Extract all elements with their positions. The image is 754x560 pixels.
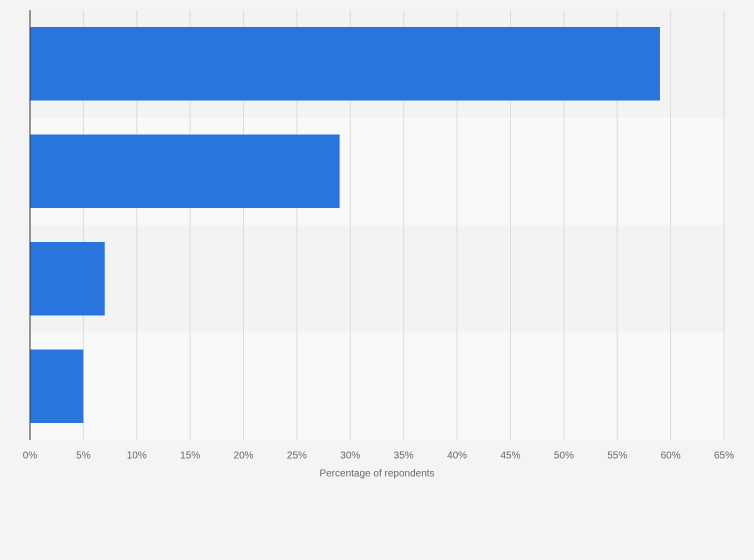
bar [30,27,660,101]
x-tick-label: 55% [607,451,627,462]
bar [30,134,340,208]
x-tick-label: 45% [500,451,520,462]
x-tick-label: 25% [287,451,307,462]
bar [30,349,84,423]
x-tick-label: 30% [340,451,360,462]
x-tick-label: 5% [76,451,91,462]
x-tick-label: 60% [661,451,681,462]
x-tick-label: 40% [447,451,467,462]
bar [30,242,105,316]
x-tick-label: 20% [234,451,254,462]
x-tick-label: 35% [394,451,414,462]
x-tick-label: 10% [127,451,147,462]
band-background [30,225,726,333]
band-background [30,332,726,440]
x-tick-label: 50% [554,451,574,462]
x-axis-label: Percentage of repondents [319,469,434,480]
x-tick-label: 65% [714,451,734,462]
x-tick-label: 15% [180,451,200,462]
x-tick-label: 0% [23,451,38,462]
